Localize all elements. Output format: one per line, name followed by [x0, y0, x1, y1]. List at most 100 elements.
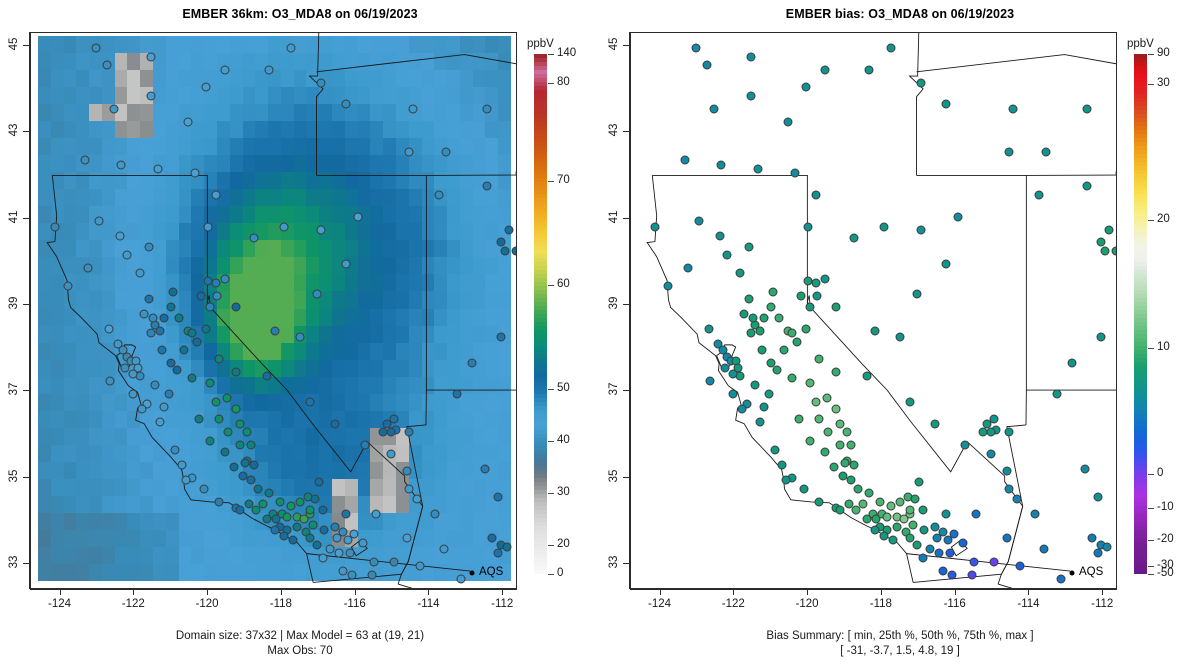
raster-cell	[229, 257, 244, 276]
monitor-site-marker	[345, 548, 355, 558]
raster-cell	[344, 342, 359, 361]
raster-cell	[498, 257, 511, 276]
monitor-site-marker	[986, 427, 996, 437]
colorbar-tick	[548, 82, 554, 84]
raster-cell	[101, 410, 116, 429]
raster-cell	[447, 87, 461, 105]
monitor-site-marker	[748, 313, 758, 323]
raster-cell	[306, 274, 320, 293]
raster-cell	[101, 359, 116, 378]
raster-cell	[293, 410, 308, 429]
raster-cell	[63, 189, 77, 207]
raster-cell	[421, 121, 435, 139]
raster-cell	[255, 240, 269, 258]
monitor-site-marker	[135, 268, 145, 278]
monitor-site-marker	[755, 417, 765, 427]
raster-cell	[242, 240, 256, 258]
raster-cell	[447, 104, 461, 122]
monitor-site-marker	[137, 404, 147, 414]
raster-cell	[421, 223, 435, 241]
raster-cell	[204, 53, 218, 71]
raster-cell	[306, 325, 320, 344]
raster-cell	[370, 393, 384, 412]
raster-cell	[280, 410, 295, 429]
raster-cell	[165, 240, 180, 258]
raster-cell	[268, 104, 282, 122]
raster-cell	[472, 36, 487, 54]
y-tick-label: 35	[608, 469, 620, 483]
raster-cell	[472, 189, 487, 207]
monitor-site-marker	[164, 389, 174, 398]
raster-cell	[472, 325, 487, 344]
monitor-site-marker	[914, 477, 924, 487]
raster-cell	[165, 189, 180, 207]
raster-cell	[319, 155, 333, 173]
monitor-site-marker	[803, 222, 813, 232]
colorbar-tick-label: -50	[1157, 567, 1174, 579]
raster-cell	[344, 189, 359, 207]
raster-cell	[255, 87, 269, 105]
raster-cell	[165, 104, 180, 122]
y-tick	[623, 476, 629, 478]
raster-cell	[447, 223, 461, 241]
monitor-site-marker	[759, 313, 769, 323]
raster-cell	[332, 342, 346, 361]
monitor-site-marker	[50, 222, 60, 232]
raster-cell	[447, 393, 461, 412]
monitor-site-marker	[155, 417, 165, 427]
raster-cell	[319, 36, 333, 54]
raster-cell	[459, 87, 474, 105]
monitor-site-marker	[683, 263, 693, 273]
raster-cell	[293, 189, 308, 207]
raster-cell	[383, 36, 397, 54]
boundary-line	[908, 33, 924, 176]
monitor-site-marker	[150, 380, 160, 390]
model-raster	[38, 36, 511, 581]
raster-cell	[459, 342, 474, 361]
raster-cell	[395, 410, 410, 429]
raster-cell	[383, 155, 397, 173]
monitor-site-marker	[187, 328, 196, 338]
raster-cell	[50, 155, 65, 173]
raster-cell	[89, 257, 103, 276]
raster-cell	[459, 36, 474, 54]
colorbar-tick	[1148, 54, 1154, 55]
raster-cell	[76, 87, 90, 105]
raster-cell	[332, 393, 346, 412]
raster-cell	[306, 308, 320, 327]
raster-cell	[191, 138, 205, 156]
colorbar-tick-label: 0	[1157, 467, 1164, 480]
monitor-site-marker	[262, 371, 272, 381]
raster-cell	[498, 172, 511, 190]
monitor-site-marker	[945, 548, 955, 558]
raster-cell	[280, 376, 295, 395]
raster-cell	[89, 393, 103, 412]
panel-model-field: EMBER 36km: O3_MDA8 on 06/19/2023 AQS -1…	[8, 7, 576, 657]
raster-cell	[191, 121, 205, 139]
monitor-site-marker	[1030, 509, 1040, 519]
raster-cell	[89, 138, 103, 156]
x-tick	[659, 589, 661, 595]
monitor-site-marker	[930, 419, 940, 429]
monitor-site-marker	[205, 302, 215, 312]
monitor-site-marker	[766, 302, 776, 312]
monitor-site-marker	[482, 104, 492, 114]
raster-cell	[268, 291, 282, 310]
monitor-site-marker	[220, 447, 230, 457]
raster-cell	[101, 206, 116, 224]
colorbar-tick-label: 30	[557, 486, 570, 499]
state-boundaries-bias	[646, 33, 1116, 588]
raster-cell	[485, 189, 499, 207]
raster-cell	[434, 291, 448, 310]
raster-cell	[319, 104, 333, 122]
raster-cell	[204, 138, 218, 156]
raster-cell	[332, 172, 346, 190]
raster-cell	[395, 308, 410, 327]
panel-title-bias: EMBER bias: O3_MDA8 on 06/19/2023	[785, 7, 1015, 21]
raster-cell	[383, 257, 397, 276]
raster-cell	[165, 206, 180, 224]
raster-cell	[383, 342, 397, 361]
monitor-site-marker	[223, 427, 233, 437]
raster-cell	[63, 223, 77, 241]
monitor-site-marker	[367, 570, 377, 580]
